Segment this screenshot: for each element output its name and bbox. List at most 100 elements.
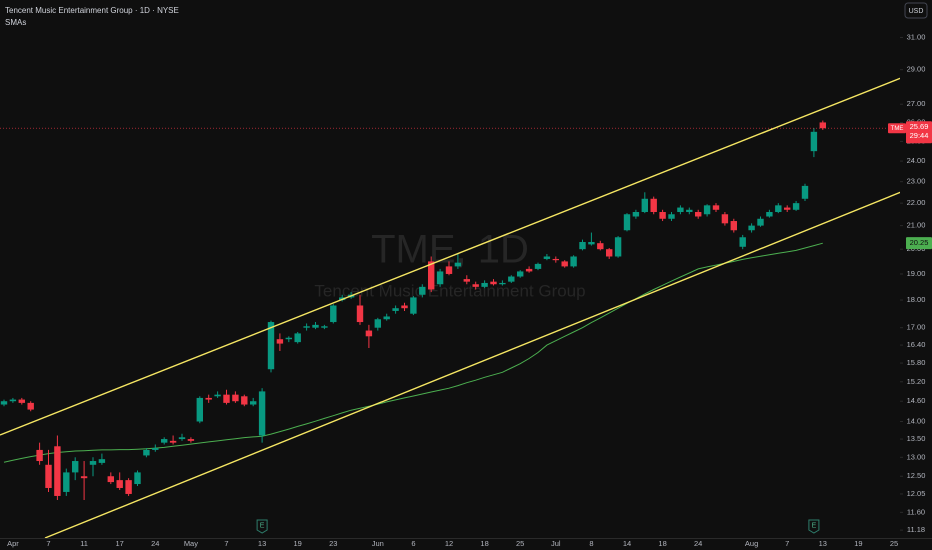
x-tick-label: 17 xyxy=(116,539,124,548)
y-tick-label: 12.50 xyxy=(907,471,926,480)
candle-body xyxy=(597,243,604,250)
watermark: TME, 1D Tencent Music Entertainment Grou… xyxy=(314,228,585,301)
candle-body xyxy=(499,282,506,285)
candle-body xyxy=(445,266,453,274)
candle-body xyxy=(152,448,159,450)
y-tick-label: 15.80 xyxy=(907,358,926,367)
x-tick-label: 24 xyxy=(151,539,159,548)
candle-body xyxy=(134,472,141,485)
candle-body xyxy=(703,205,711,215)
candle-body xyxy=(534,263,542,269)
x-tick-label: 25 xyxy=(516,539,524,548)
x-tick-label: 14 xyxy=(623,539,631,548)
x-tick-label: Jun xyxy=(372,539,384,548)
y-tick-label: 23.00 xyxy=(907,177,926,186)
candle-body xyxy=(739,237,746,247)
chart-title: Tencent Music Entertainment Group · 1D ·… xyxy=(5,6,179,15)
candle-body xyxy=(419,286,426,295)
x-tick-label: 23 xyxy=(329,539,337,548)
candle-body xyxy=(365,330,373,337)
candle-body xyxy=(205,397,212,400)
x-tick-label: 25 xyxy=(890,539,898,548)
x-tick-label: May xyxy=(184,539,198,548)
candle-body xyxy=(267,322,275,370)
candle-body xyxy=(169,440,177,443)
candle-body xyxy=(695,212,702,217)
candle-body xyxy=(9,399,17,402)
x-tick-label: 19 xyxy=(854,539,862,548)
x-tick-label: 11 xyxy=(80,539,88,548)
sma-line xyxy=(3,242,823,463)
price-tag-bg xyxy=(906,121,932,144)
channel-lower xyxy=(44,189,907,539)
earnings-badge xyxy=(256,519,268,534)
countdown: 29:44 xyxy=(910,131,929,140)
candle-body xyxy=(463,279,470,282)
x-tick-label: 24 xyxy=(694,539,702,548)
y-tick-label: 13.50 xyxy=(907,434,926,443)
candle-body xyxy=(383,316,390,320)
y-tick-label: 17.00 xyxy=(907,323,926,332)
candle-body xyxy=(819,122,826,129)
candle-body xyxy=(757,218,764,226)
price-axis xyxy=(900,0,932,538)
candle-body xyxy=(72,461,79,473)
x-tick-label: 7 xyxy=(224,539,228,548)
symbol-tag-bg xyxy=(888,123,906,134)
x-tick-label: Jul xyxy=(551,539,561,548)
candle-body xyxy=(810,131,818,152)
candle-body xyxy=(721,214,729,224)
candle-body xyxy=(250,401,257,405)
y-tick-label: 27.00 xyxy=(907,99,926,108)
earnings-marker[interactable]: E xyxy=(808,519,820,534)
currency-button-frame[interactable] xyxy=(904,2,928,19)
y-tick-label: 19.00 xyxy=(907,269,926,278)
sma-tag: 20.25 xyxy=(910,238,929,247)
y-tick-label: 18.00 xyxy=(907,295,926,304)
earnings-marker[interactable]: E xyxy=(256,519,268,534)
candle-body xyxy=(18,399,25,403)
x-tick-label: 13 xyxy=(819,539,827,548)
candle-body xyxy=(98,459,106,463)
candle-body xyxy=(677,207,684,213)
candle-body xyxy=(27,402,34,410)
candle-body xyxy=(54,446,61,496)
y-tick-label: 14.00 xyxy=(907,416,926,425)
trendlines xyxy=(0,75,907,539)
candle-body xyxy=(614,237,622,257)
candle-body xyxy=(436,271,444,285)
candle-body xyxy=(784,207,791,210)
candle-body xyxy=(125,480,132,494)
candle-body xyxy=(0,401,8,405)
candle-body xyxy=(63,472,70,492)
candle-body xyxy=(623,214,631,231)
candle-body xyxy=(641,198,648,213)
y-tick-label: 14.60 xyxy=(907,396,926,405)
candle-body xyxy=(276,339,284,344)
x-tick-label: 12 xyxy=(445,539,453,548)
candle-body xyxy=(258,391,266,436)
candle-body xyxy=(392,308,399,311)
candle-body xyxy=(748,225,755,231)
indicator-legend[interactable]: SMAs xyxy=(5,18,26,27)
candle-body xyxy=(374,319,381,328)
currency-button[interactable]: USD xyxy=(909,8,924,15)
candle-body xyxy=(801,185,809,199)
candle-body xyxy=(321,326,328,328)
channel-upper xyxy=(0,75,907,436)
x-tick-label: 19 xyxy=(294,539,302,548)
candle-body xyxy=(472,284,479,287)
candle-body xyxy=(766,212,773,217)
candle-body xyxy=(89,461,97,465)
x-tick-label: Apr xyxy=(7,539,19,548)
candle-body xyxy=(561,261,568,267)
candle-body xyxy=(285,337,292,340)
price-tag: 25.69 xyxy=(910,122,929,131)
y-tick-label: 22.00 xyxy=(907,198,926,207)
symbol-tag: TME xyxy=(891,126,904,132)
candle-body xyxy=(543,256,551,259)
y-tick-label: 29.00 xyxy=(907,65,926,74)
